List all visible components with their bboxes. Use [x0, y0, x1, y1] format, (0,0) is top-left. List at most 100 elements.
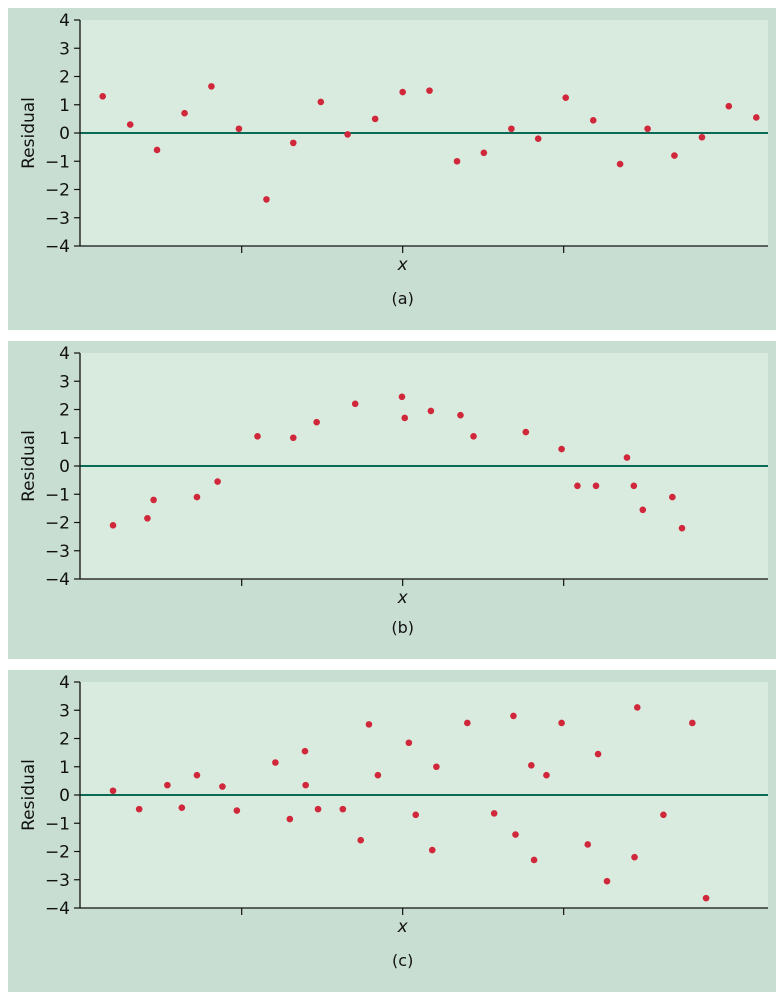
data-point	[193, 771, 201, 779]
data-point	[623, 454, 631, 461]
data-point	[558, 445, 565, 453]
data-point	[428, 846, 436, 854]
data-point	[470, 433, 477, 440]
y-tick-label: 2	[59, 68, 70, 88]
data-point	[702, 894, 710, 902]
data-point	[584, 841, 592, 848]
data-point	[365, 721, 373, 728]
y-tick-label: −3	[45, 209, 70, 229]
x-axis-label: x	[397, 588, 409, 608]
data-point	[453, 157, 461, 165]
data-point	[689, 719, 696, 727]
data-point	[263, 196, 270, 203]
data-point	[398, 393, 406, 401]
data-point	[633, 704, 641, 711]
y-tick-label: 3	[59, 372, 70, 392]
data-point	[558, 719, 565, 727]
data-point	[399, 88, 406, 96]
data-point	[480, 149, 488, 157]
y-tick-label: 0	[59, 786, 70, 806]
data-point	[543, 771, 550, 779]
data-point	[660, 811, 667, 819]
data-point	[669, 493, 676, 501]
panel-c: 4 3 2 1 0 −1 −2 −3 −4 x Residual (c)	[8, 670, 776, 992]
data-point	[126, 121, 134, 128]
data-point	[753, 114, 760, 121]
data-point	[401, 414, 409, 422]
data-point	[181, 109, 188, 117]
data-point	[512, 831, 519, 838]
data-point	[433, 763, 440, 771]
data-point	[272, 759, 279, 766]
y-tick-label: 0	[59, 124, 70, 144]
y-tick-label: −1	[45, 152, 70, 172]
data-point	[592, 482, 600, 490]
y-axis-label: Residual	[19, 430, 39, 502]
data-point	[631, 853, 638, 861]
data-point	[464, 719, 471, 727]
y-tick-label: 2	[59, 401, 70, 421]
data-point	[164, 781, 171, 789]
data-point	[630, 482, 638, 490]
data-point	[286, 815, 294, 823]
data-point	[193, 493, 201, 501]
data-point	[457, 411, 464, 419]
data-point	[698, 133, 706, 141]
data-point	[405, 739, 413, 747]
data-point	[562, 94, 570, 101]
data-point	[344, 131, 351, 138]
y-tick-label: 1	[59, 758, 70, 778]
data-point	[339, 805, 347, 813]
data-point	[109, 522, 117, 529]
y-tick-label: 4	[59, 11, 70, 31]
data-point	[178, 804, 186, 812]
chart-a: 4 3 2 1 0 −1 −2 −3 −4 x Residual (a)	[19, 11, 768, 308]
data-point	[671, 152, 678, 159]
data-point	[109, 787, 117, 795]
data-point	[254, 433, 261, 440]
y-tick-label: −3	[45, 871, 70, 891]
data-point	[301, 747, 309, 755]
data-point	[490, 810, 498, 817]
data-point	[534, 135, 542, 142]
data-point	[644, 125, 651, 133]
y-tick-label: 3	[59, 701, 70, 721]
y-axis-label: Residual	[19, 97, 39, 169]
y-tick-label: −1	[45, 814, 70, 834]
data-point	[530, 856, 538, 864]
data-point	[508, 125, 515, 133]
data-point	[574, 482, 581, 490]
data-point	[314, 805, 322, 813]
data-point	[528, 762, 535, 769]
y-tick-label: 4	[59, 344, 70, 364]
panel-caption: (b)	[391, 618, 414, 637]
y-tick-label: 0	[59, 457, 70, 477]
y-tick-label: −2	[45, 514, 70, 534]
data-point	[235, 125, 243, 133]
data-point	[374, 771, 382, 779]
data-point	[302, 781, 309, 789]
data-point	[522, 428, 530, 436]
data-point	[153, 146, 161, 154]
chart-b: 4 3 2 1 0 −1 −2 −3 −4 x Residual (b)	[19, 344, 768, 637]
data-point	[208, 83, 215, 90]
data-point	[289, 434, 297, 442]
y-tick-label: −1	[45, 485, 70, 505]
panel-b: 4 3 2 1 0 −1 −2 −3 −4 x Residual (b)	[8, 341, 776, 659]
y-axis-label: Residual	[19, 759, 39, 831]
data-point	[371, 115, 379, 123]
data-point	[427, 407, 435, 415]
data-point	[313, 418, 320, 426]
y-tick-label: −2	[45, 843, 70, 863]
data-point	[510, 712, 517, 720]
y-tick-label: 4	[59, 673, 70, 693]
data-point	[317, 98, 325, 106]
data-point	[135, 805, 143, 813]
data-point	[219, 783, 226, 790]
y-tick-label: −4	[45, 237, 70, 257]
data-point	[639, 506, 647, 514]
y-tick-label: 3	[59, 39, 70, 59]
data-point	[426, 87, 433, 94]
panel-a: 4 3 2 1 0 −1 −2 −3 −4 x Residual (a)	[8, 8, 776, 330]
data-point	[594, 750, 602, 758]
